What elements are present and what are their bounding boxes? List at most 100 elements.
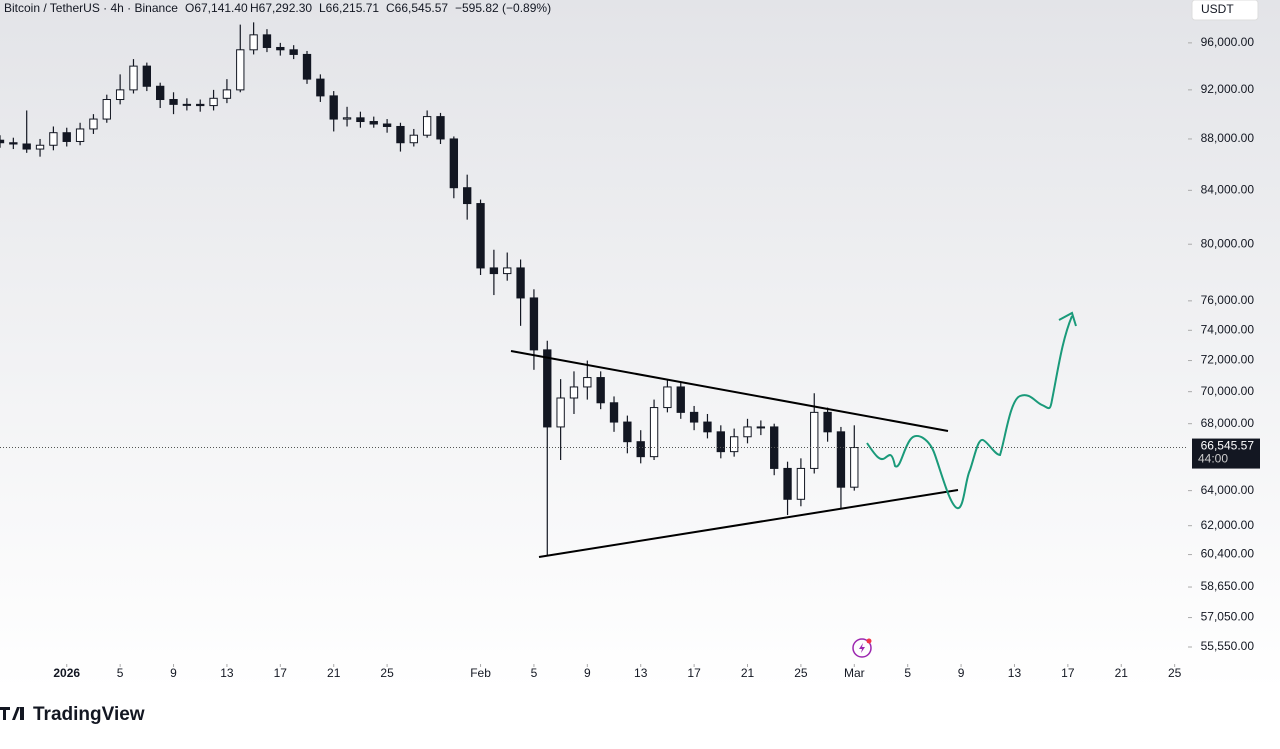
candle-body <box>222 89 232 99</box>
x-tick-label: 2026 <box>53 666 80 680</box>
candle-body <box>382 123 392 127</box>
candle-body <box>236 49 245 91</box>
x-tick-label: 9 <box>584 666 591 680</box>
candle-body <box>823 411 832 433</box>
trend-line <box>510 350 949 432</box>
y-tick-label: 88,000.00 <box>1201 131 1255 145</box>
x-tick-label: 25 <box>380 666 394 680</box>
candle-body <box>262 34 272 48</box>
y-tick-label: 76,000.00 <box>1201 293 1255 307</box>
candle-body <box>543 349 552 428</box>
candle-body <box>850 447 859 488</box>
candle-body <box>62 132 71 142</box>
candle-body <box>689 411 699 423</box>
x-tick-label: 17 <box>274 666 288 680</box>
y-tick-label: 96,000.00 <box>1201 35 1255 49</box>
candle-body <box>142 65 152 87</box>
y-tick-label: 92,000.00 <box>1201 82 1255 96</box>
candle-body <box>596 377 605 404</box>
candle-body <box>796 467 806 500</box>
candle-body <box>102 99 111 120</box>
candle-body <box>249 34 258 51</box>
last-price-label: 66,545.57 <box>1201 439 1255 453</box>
candle-body <box>676 386 685 413</box>
alert-icon[interactable] <box>852 638 872 658</box>
candle-body <box>449 138 459 189</box>
candle-body <box>663 386 672 409</box>
y-tick-label: 80,000.00 <box>1201 236 1255 250</box>
countdown: 44:00 <box>1198 452 1228 466</box>
candle-body <box>129 65 138 91</box>
symbol: Bitcoin / TetherUS · 4h · Binance <box>4 1 178 15</box>
x-tick-label: 17 <box>687 666 701 680</box>
candle-body <box>516 267 525 299</box>
candle-body <box>9 142 18 145</box>
x-tick-label: 13 <box>634 666 648 680</box>
candle-body <box>810 411 819 469</box>
candle-body <box>182 103 192 106</box>
candle-body <box>356 117 365 123</box>
candle-body <box>636 441 645 458</box>
candle-body <box>302 53 312 80</box>
ohlc-open: O67,141.40 <box>185 1 248 15</box>
y-tick-label: 64,000.00 <box>1201 483 1255 497</box>
candle-body <box>743 426 752 438</box>
candle-body <box>409 134 418 144</box>
x-tick-label: 13 <box>220 666 234 680</box>
candle-body <box>569 386 579 399</box>
candle-body <box>75 128 85 142</box>
background <box>0 0 1280 690</box>
candle-body <box>649 407 659 458</box>
y-tick-label: 62,000.00 <box>1201 518 1255 532</box>
trend-line <box>538 489 959 558</box>
candle-body <box>436 116 445 140</box>
candle-body <box>22 143 31 150</box>
x-tick-label: 17 <box>1061 666 1075 680</box>
candle-body <box>209 97 218 107</box>
ohlc-change: −595.82 (−0.89%) <box>455 1 551 15</box>
candle-body <box>463 187 472 205</box>
candle-body <box>623 421 632 443</box>
y-tick-label: 68,000.00 <box>1201 416 1255 430</box>
ohlc-close: C66,545.57 <box>386 1 448 15</box>
candle-body <box>329 95 338 120</box>
currency: USDT <box>1201 2 1234 16</box>
candle-body <box>289 49 298 55</box>
candle-body <box>476 203 485 269</box>
candle-body <box>503 267 512 275</box>
last-price-box <box>1192 438 1260 469</box>
logo: TradingView <box>0 704 145 725</box>
candle-body <box>729 436 739 453</box>
x-tick-label: 25 <box>1168 666 1182 680</box>
candle-body <box>703 421 712 433</box>
candle-body <box>35 144 45 150</box>
y-tick-label: 55,550.00 <box>1201 639 1255 653</box>
x-tick-label: Feb <box>470 666 491 680</box>
y-tick-label: 60,400.00 <box>1201 547 1255 561</box>
x-tick-label: 21 <box>1115 666 1129 680</box>
candle-body <box>276 46 285 51</box>
brand: TradingView <box>33 704 145 725</box>
candle-body <box>489 267 499 275</box>
x-tick-label: Mar <box>844 666 865 680</box>
y-tick-label: 70,000.00 <box>1201 384 1255 398</box>
candle-body <box>0 139 5 144</box>
y-tick-label: 74,000.00 <box>1201 322 1255 336</box>
ohlc-high: H67,292.30 <box>250 1 312 15</box>
candle-body <box>756 426 766 429</box>
x-tick-label: 5 <box>117 666 124 680</box>
currency-box[interactable] <box>1191 0 1259 21</box>
candle-body <box>422 116 432 136</box>
candle-body <box>316 78 325 97</box>
candle-body <box>783 467 792 500</box>
x-tick-label: 9 <box>958 666 965 680</box>
y-tick-label: 57,050.00 <box>1201 610 1255 624</box>
candle-body <box>716 431 725 453</box>
candle-body <box>169 99 178 105</box>
y-tick-label: 58,650.00 <box>1201 579 1255 593</box>
ohlc-low: L66,215.71 <box>319 1 379 15</box>
candle-body <box>396 125 405 144</box>
candle-body <box>342 117 352 120</box>
candle-body <box>529 297 539 351</box>
candle-body <box>556 397 565 428</box>
